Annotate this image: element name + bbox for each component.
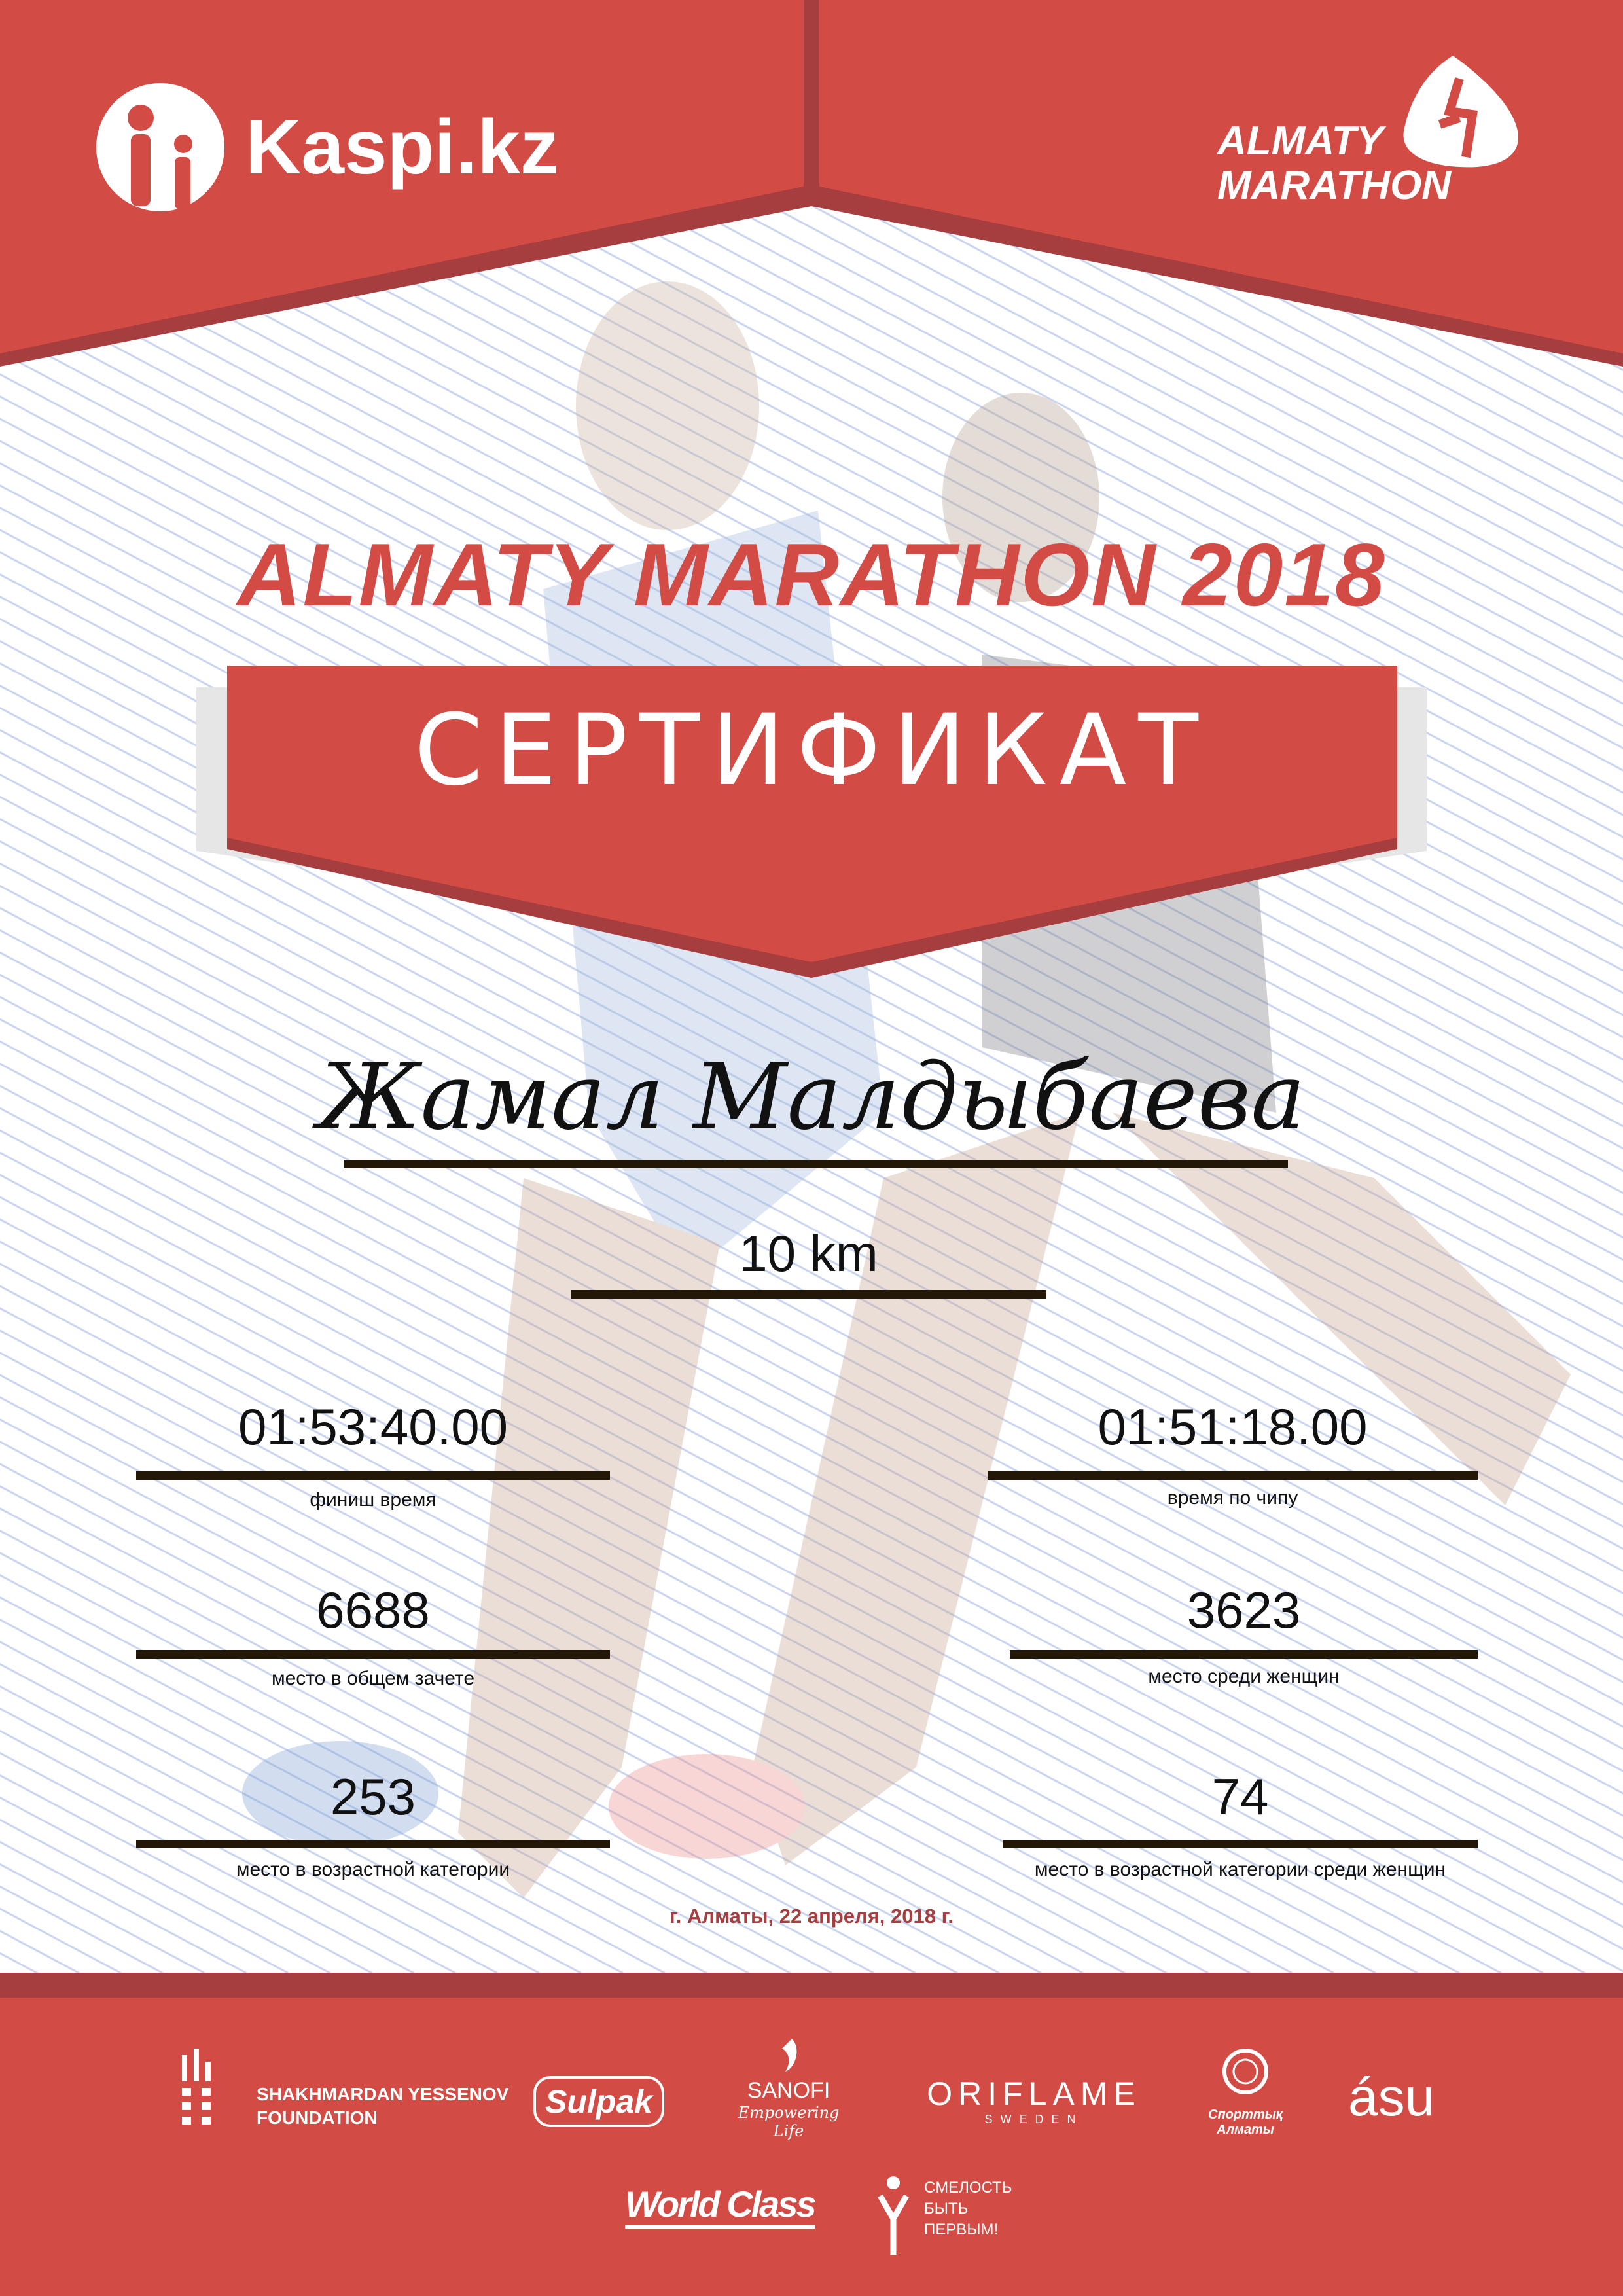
age-place-label: место в возрастной категории <box>236 1859 510 1880</box>
sport-almaty-text: Спорттық Алматы <box>1208 2108 1283 2137</box>
runner-drop-icon <box>1403 56 1518 168</box>
sport-almaty-logo: Спорттық Алматы <box>1196 2042 1294 2138</box>
chip-time-label: время по чипу <box>1167 1487 1298 1509</box>
oriflame-sub: SWEDEN <box>984 2113 1084 2126</box>
age-place-line <box>136 1840 610 1848</box>
finish-time-line <box>136 1471 610 1480</box>
finish-time-value: 01:53:40.00 <box>238 1398 508 1456</box>
oriflame-text: ORIFLAME <box>927 2075 1141 2112</box>
footer-stripe <box>0 1973 1623 1998</box>
overall-place-line <box>136 1650 610 1659</box>
distance-value: 10 km <box>739 1225 878 1282</box>
corporate-fund-logo: СМЕЛОСТЬ БЫТЬ ПЕРВЫМ! <box>870 2160 1012 2258</box>
certificate-heading: СЕРТИФИКАТ <box>414 694 1210 808</box>
worldclass-logo: World Class <box>625 2183 817 2229</box>
kaspi-wordmark: Kaspi.kz <box>245 104 559 190</box>
lined-background <box>0 0 1623 1996</box>
date-place: г. Алматы, 22 апреля, 2018 г. <box>669 1905 954 1928</box>
age-place-value: 253 <box>330 1768 416 1825</box>
almaty-marathon-logo: ALMATY MARATHON <box>1217 52 1525 216</box>
fund-text-1: СМЕЛОСТЬ <box>924 2179 1012 2197</box>
distance-underline <box>571 1290 1046 1299</box>
women-age-place-label: место в возрастной категории среди женщи… <box>1034 1859 1446 1880</box>
participant-name: Жамал Малдыбаева <box>317 1044 1306 1151</box>
women-place-line <box>1010 1650 1478 1659</box>
asu-logo: ásu <box>1348 2068 1435 2127</box>
women-place-value: 3623 <box>1186 1581 1301 1639</box>
women-age-place-line <box>1003 1840 1478 1848</box>
partners-footer <box>0 1998 1623 2296</box>
sanofi-text: SANOFI <box>747 2078 830 2103</box>
logo-line-marathon: MARATHON <box>1217 163 1452 208</box>
name-underline <box>344 1160 1288 1168</box>
women-place-label: место среди женщин <box>1148 1666 1340 1687</box>
chip-time-value: 01:51:18.00 <box>1097 1398 1368 1456</box>
oriflame-logo: ORIFLAME SWEDEN <box>923 2075 1145 2126</box>
fund-text-2: БЫТЬ <box>924 2200 969 2217</box>
chip-time-line <box>988 1471 1478 1480</box>
women-age-place-value: 74 <box>1211 1768 1269 1825</box>
fund-text: СМЕЛОСТЬ БЫТЬ ПЕРВЫМ! <box>924 2178 1012 2240</box>
sanofi-logo: SANOFI Empowering Life <box>726 2036 851 2140</box>
overall-place-value: 6688 <box>316 1581 430 1639</box>
event-title: ALMATY MARATHON 2018 <box>237 525 1386 624</box>
logo-line-almaty: ALMATY <box>1217 118 1383 164</box>
kaspi-figure-icon <box>96 83 224 211</box>
sport-almaty-emblem-icon <box>1222 2049 1268 2094</box>
certificate-banner <box>196 666 1427 978</box>
sanofi-swirl-icon <box>782 2039 797 2072</box>
kaspi-logo: Kaspi.kz <box>95 82 559 213</box>
finish-time-label: финиш время <box>310 1489 437 1511</box>
overall-place-label: место в общем зачете <box>271 1668 475 1689</box>
fund-text-3: ПЕРВЫМ! <box>924 2221 999 2238</box>
yessenov-text-1: SHAKHMARDAN YESSENOV <box>257 2084 509 2104</box>
yessenov-text-2: FOUNDATION <box>257 2108 378 2128</box>
sulpak-logo: Sulpak <box>533 2076 664 2127</box>
sanofi-tagline: Empowering Life <box>738 2104 840 2140</box>
fund-figure-icon <box>878 2176 909 2255</box>
yessenov-logo: SHAKHMARDAN YESSENOV FOUNDATION <box>182 2049 508 2130</box>
yessenov-bars-icon <box>182 2049 211 2125</box>
